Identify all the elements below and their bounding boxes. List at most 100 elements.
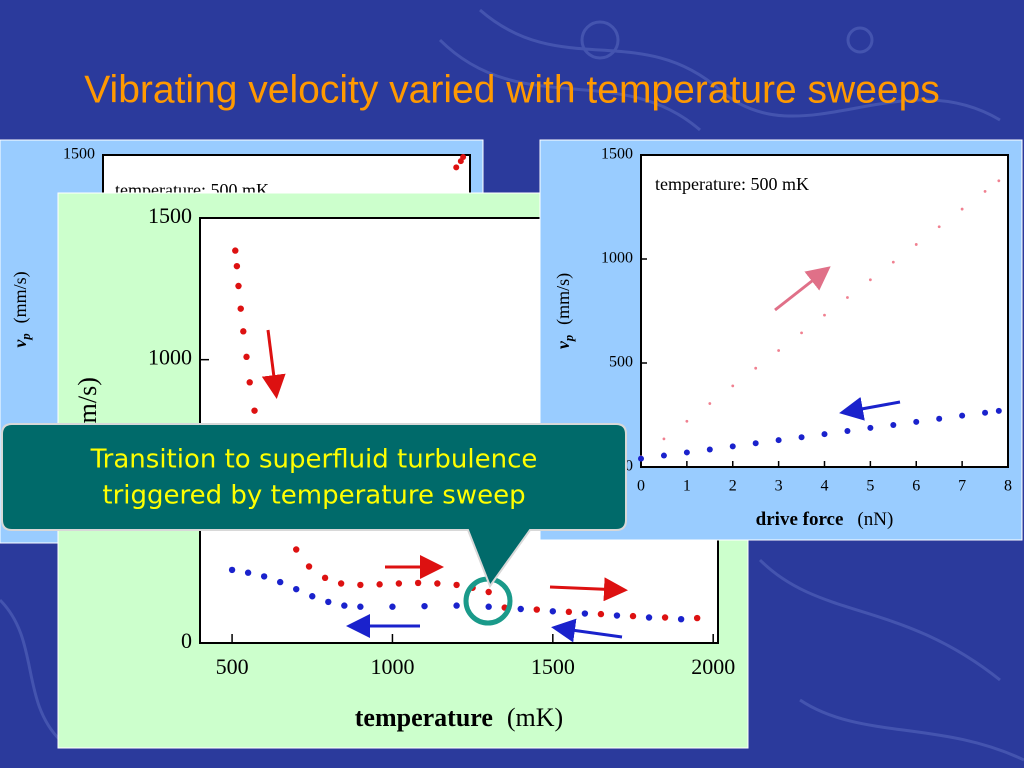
data-point — [891, 260, 895, 264]
data-point — [357, 603, 364, 610]
x-axis-name: drive force — [756, 509, 844, 530]
arrow — [261, 329, 286, 399]
data-point — [729, 443, 736, 450]
data-point — [846, 296, 849, 299]
temperature-arrows — [261, 329, 628, 643]
data-point — [685, 419, 689, 423]
data-point — [708, 402, 712, 405]
x-tick-label: 6 — [912, 478, 920, 495]
data-point — [293, 546, 300, 553]
data-point — [662, 437, 666, 441]
callout-text: Transition to superfluid turbulence — [90, 445, 538, 475]
data-point — [660, 452, 667, 459]
data-point — [937, 225, 941, 229]
x-tick-label: 500 — [216, 654, 249, 679]
data-point — [244, 569, 252, 576]
data-point — [661, 614, 669, 621]
data-point — [982, 409, 989, 416]
x-axis-name: temperature — [355, 703, 493, 732]
data-point — [517, 605, 524, 613]
y-axis-subscript: p — [562, 335, 576, 342]
x-tick-label: 3 — [775, 478, 783, 495]
data-point — [460, 154, 467, 161]
data-point — [453, 164, 460, 171]
data-point — [645, 614, 653, 621]
y-tick-label: 500 — [609, 354, 633, 371]
data-point — [421, 602, 428, 610]
x-axis-label: temperature (mK) — [355, 703, 563, 732]
drive-force-arrows — [774, 266, 901, 421]
x-axis-unit: (mK) — [507, 703, 563, 732]
data-point — [305, 563, 313, 570]
data-point — [777, 349, 781, 352]
callout: Transition to superfluid turbulence trig… — [1, 423, 627, 589]
y-tick-label: 1000 — [148, 345, 192, 370]
data-point — [243, 353, 250, 361]
data-point — [228, 566, 236, 574]
data-point — [453, 581, 460, 589]
y-tick-label: 1000 — [601, 250, 633, 267]
data-point — [485, 603, 492, 610]
y-tick-label: 1500 — [601, 146, 633, 163]
callout-box — [1, 423, 627, 589]
data-point — [983, 190, 987, 193]
data-point — [246, 379, 253, 386]
data-point — [890, 421, 897, 428]
data-point — [549, 608, 557, 615]
data-point — [414, 579, 422, 587]
data-point — [823, 313, 826, 317]
callout-text: triggered by temperature sweep — [102, 481, 525, 511]
data-point — [914, 243, 918, 246]
data-point — [395, 580, 403, 587]
data-point — [235, 282, 242, 290]
y-tick-label: 0 — [625, 458, 633, 475]
data-point — [731, 384, 735, 388]
y-tick-label: 0 — [181, 628, 192, 653]
y-tick-label: 1500 — [63, 146, 95, 163]
x-tick-label: 1 — [683, 478, 691, 495]
data-point — [821, 431, 828, 438]
x-tick-label: 8 — [1004, 478, 1012, 495]
x-tick-label: 4 — [821, 478, 829, 495]
x-axis-label: drive force (nN) — [756, 509, 894, 530]
x-tick-label: 2000 — [691, 654, 735, 679]
x-tick-label: 1500 — [531, 654, 575, 679]
data-point — [867, 424, 874, 431]
data-point — [959, 412, 966, 419]
data-point — [677, 616, 685, 623]
data-point — [597, 610, 605, 618]
data-point — [321, 574, 329, 582]
data-point — [960, 207, 964, 211]
y-tick-label: 1500 — [148, 203, 192, 228]
data-point — [683, 449, 690, 456]
slide-title: Vibrating velocity varied with temperatu… — [84, 68, 940, 111]
y-axis-symbol: v — [10, 339, 30, 348]
data-point — [868, 278, 872, 282]
x-tick-label: 2 — [729, 478, 737, 495]
data-point — [237, 305, 244, 312]
data-point — [293, 585, 300, 593]
data-point — [629, 612, 637, 620]
data-point — [309, 593, 316, 600]
y-axis-label: vp (mm/s) — [10, 271, 33, 347]
data-point — [775, 437, 782, 444]
x-tick-label: 5 — [866, 478, 874, 495]
data-point — [565, 608, 573, 616]
data-point — [752, 440, 759, 447]
y-axis-unit: (mm/s) — [10, 271, 31, 323]
data-point — [800, 331, 803, 335]
data-point — [754, 366, 758, 370]
data-point — [276, 578, 284, 586]
data-point — [613, 612, 621, 619]
data-point — [706, 446, 713, 453]
x-axis-unit: (nN) — [857, 509, 893, 530]
data-point — [995, 407, 1002, 414]
data-point — [997, 179, 1001, 183]
background-swirls — [0, 8, 1024, 762]
data-point — [581, 610, 589, 617]
data-point — [485, 588, 492, 596]
data-point — [251, 407, 258, 414]
data-point — [453, 602, 460, 609]
x-tick-label: 0 — [637, 478, 645, 495]
